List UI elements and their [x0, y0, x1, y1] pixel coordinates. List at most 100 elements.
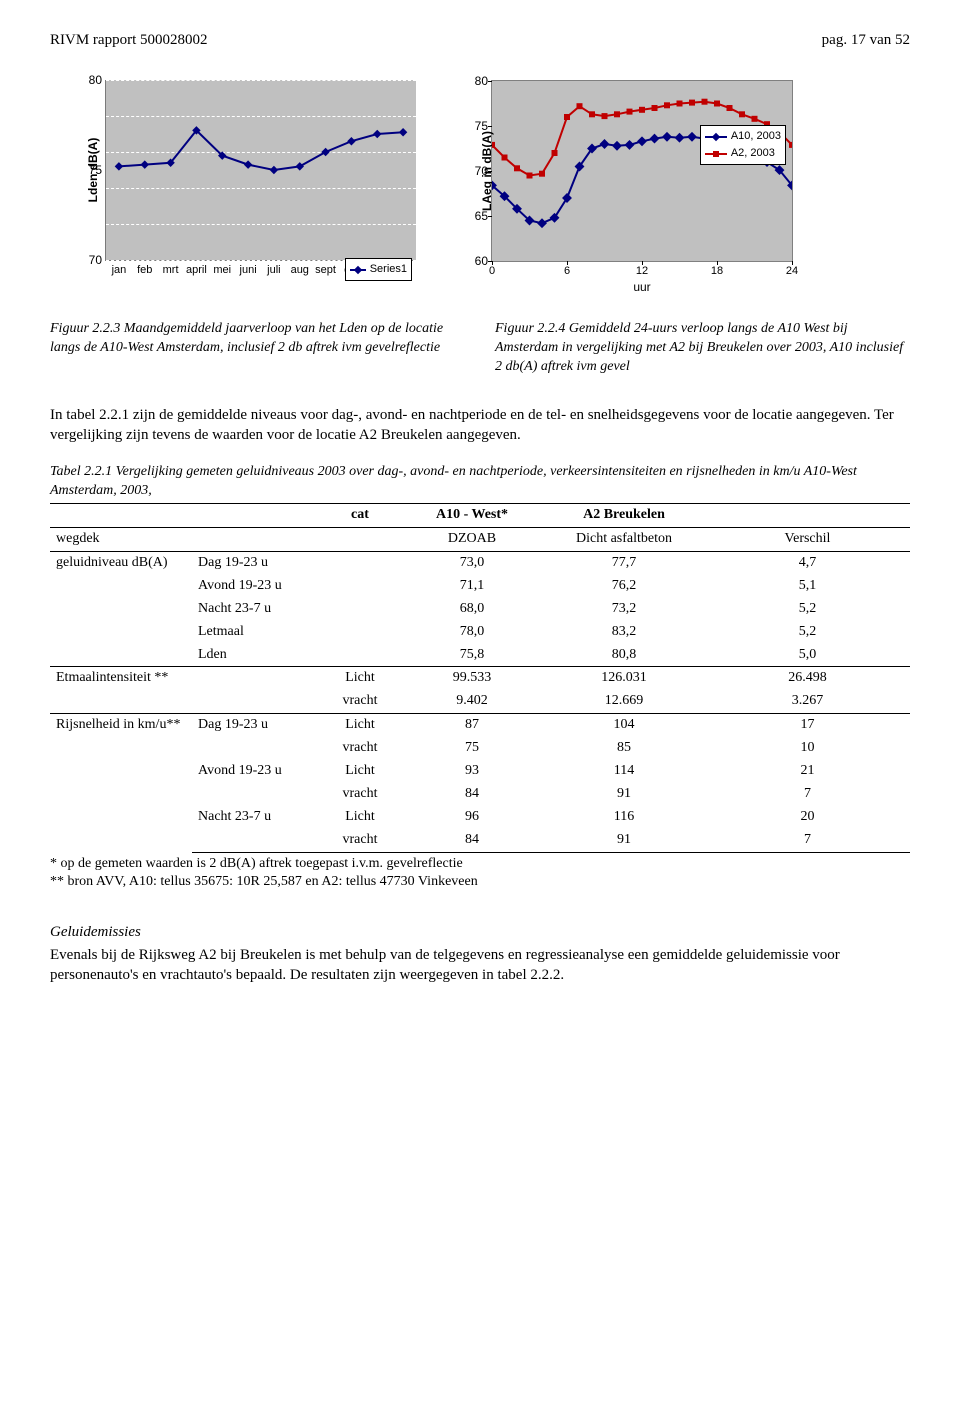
cell-cat	[319, 598, 401, 621]
chart-left-xtick: jan	[112, 263, 127, 278]
cell-diff: 5,2	[705, 598, 910, 621]
chart-right-xtick: 12	[636, 264, 648, 279]
chart-right-ytick: 60	[475, 253, 488, 269]
cell-a10: 68,0	[401, 598, 543, 621]
header-left: RIVM rapport 500028002	[50, 30, 208, 50]
paragraph-2: Evenals bij de Rijksweg A2 bij Breukelen…	[50, 945, 910, 986]
cell-period	[192, 783, 319, 806]
cell-cat	[319, 644, 401, 667]
col-diff	[705, 504, 910, 528]
chart-right-xlabel: uur	[633, 279, 650, 295]
chart-right-xtick: 18	[711, 264, 723, 279]
charts-row: Lden dB(A)707580janfebmrtaprilmeijunijul…	[50, 80, 910, 300]
chart-right-ytick: 80	[475, 73, 488, 89]
col-cat: cat	[319, 504, 401, 528]
cell-a2: 114	[543, 760, 705, 783]
cell-period: Dag 19-23 u	[192, 551, 319, 574]
paragraph-1: In tabel 2.2.1 zijn de gemiddelde niveau…	[50, 405, 910, 446]
col-a10: A10 - West*	[401, 504, 543, 528]
footnote-1: * op de gemeten waarden is 2 dB(A) aftre…	[50, 855, 910, 874]
cell-a10: 96	[401, 806, 543, 829]
cell-diff: 4,7	[705, 551, 910, 574]
row-wegdek-label: wegdek	[50, 528, 192, 552]
chart-right-ytick: 70	[475, 163, 488, 179]
chart-right-xtick: 6	[564, 264, 570, 279]
cell-period: Avond 19-23 u	[192, 575, 319, 598]
cell-period: Nacht 23-7 u	[192, 598, 319, 621]
cell-a10: 75	[401, 737, 543, 760]
cell-a10: 78,0	[401, 621, 543, 644]
cell-diff: 17	[705, 714, 910, 737]
cell-cat	[319, 621, 401, 644]
chart-left-xtick: juni	[240, 263, 257, 278]
cell-cat: vracht	[319, 690, 401, 713]
cell-period: Lden	[192, 644, 319, 667]
cell-cat: vracht	[319, 829, 401, 852]
chart-left-ytick: 70	[89, 252, 102, 268]
caption-right: Figuur 2.2.4 Gemiddeld 24-uurs verloop l…	[495, 320, 910, 377]
cell-a2: 91	[543, 829, 705, 852]
cell-diff: 21	[705, 760, 910, 783]
cell-a10: 75,8	[401, 644, 543, 667]
chart-right: LAeq in dB(A)uur606570758006121824A10, 2…	[436, 80, 793, 300]
chart-left: Lden dB(A)707580janfebmrtaprilmeijunijul…	[50, 80, 416, 281]
chart-left-xtick: mei	[213, 263, 231, 278]
comparison-table: cat A10 - West* A2 Breukelen wegdek DZOAB…	[50, 503, 910, 852]
cell-a2: 104	[543, 714, 705, 737]
table-footnotes: * op de gemeten waarden is 2 dB(A) aftre…	[50, 855, 910, 893]
row-wegdek-a2: Dicht asfaltbeton	[543, 528, 705, 552]
cell-a2: 126.031	[543, 667, 705, 690]
cell-period: Nacht 23-7 u	[192, 806, 319, 829]
cell-diff: 20	[705, 806, 910, 829]
cell-diff: 5,2	[705, 621, 910, 644]
header-right: pag. 17 van 52	[822, 30, 910, 50]
cell-a10: 71,1	[401, 575, 543, 598]
chart-left-xtick: mrt	[163, 263, 179, 278]
chart-left-xtick: sept	[315, 263, 336, 278]
cell-diff: 3.267	[705, 690, 910, 713]
col-a2: A2 Breukelen	[543, 504, 705, 528]
cell-a10: 9.402	[401, 690, 543, 713]
cell-diff: 7	[705, 829, 910, 852]
cell-period: Dag 19-23 u	[192, 714, 319, 737]
cell-period	[192, 737, 319, 760]
emissions-heading: Geluidemissies	[50, 922, 910, 942]
cell-cat: vracht	[319, 783, 401, 806]
figure-captions: Figuur 2.2.3 Maandgemiddeld jaarverloop …	[50, 320, 910, 377]
chart-right-ytick: 75	[475, 118, 488, 134]
chart-left-ytick: 80	[89, 72, 102, 88]
cell-a2: 91	[543, 783, 705, 806]
chart-left-legend: Series1	[345, 258, 412, 281]
row-group-label: Rijsnelheid in km/u**	[50, 714, 192, 852]
cell-period	[192, 829, 319, 852]
cell-cat: Licht	[319, 806, 401, 829]
chart-right-ytick: 65	[475, 208, 488, 224]
cell-period	[192, 690, 319, 713]
table-caption: Tabel 2.2.1 Vergelijking gemeten geluidn…	[50, 463, 910, 501]
cell-cat: Licht	[319, 714, 401, 737]
caption-left: Figuur 2.2.3 Maandgemiddeld jaarverloop …	[50, 320, 465, 377]
cell-diff: 10	[705, 737, 910, 760]
cell-a2: 83,2	[543, 621, 705, 644]
chart-left-ytick: 75	[89, 162, 102, 178]
cell-diff: 5,0	[705, 644, 910, 667]
cell-a10: 84	[401, 783, 543, 806]
cell-a2: 77,7	[543, 551, 705, 574]
chart-right-xtick: 0	[489, 264, 495, 279]
cell-a2: 85	[543, 737, 705, 760]
chart-left-xtick: juli	[267, 263, 280, 278]
row-wegdek-a10: DZOAB	[401, 528, 543, 552]
cell-period: Avond 19-23 u	[192, 760, 319, 783]
cell-diff: 5,1	[705, 575, 910, 598]
chart-left-xtick: aug	[291, 263, 309, 278]
cell-cat	[319, 551, 401, 574]
cell-a10: 99.533	[401, 667, 543, 690]
row-wegdek-diff: Verschil	[705, 528, 910, 552]
cell-a2: 116	[543, 806, 705, 829]
cell-cat	[319, 575, 401, 598]
cell-period	[192, 667, 319, 690]
cell-diff: 26.498	[705, 667, 910, 690]
chart-right-legend: A10, 2003A2, 2003	[700, 125, 786, 165]
cell-cat: Licht	[319, 760, 401, 783]
footnote-2: ** bron AVV, A10: tellus 35675: 10R 25,5…	[50, 873, 910, 892]
